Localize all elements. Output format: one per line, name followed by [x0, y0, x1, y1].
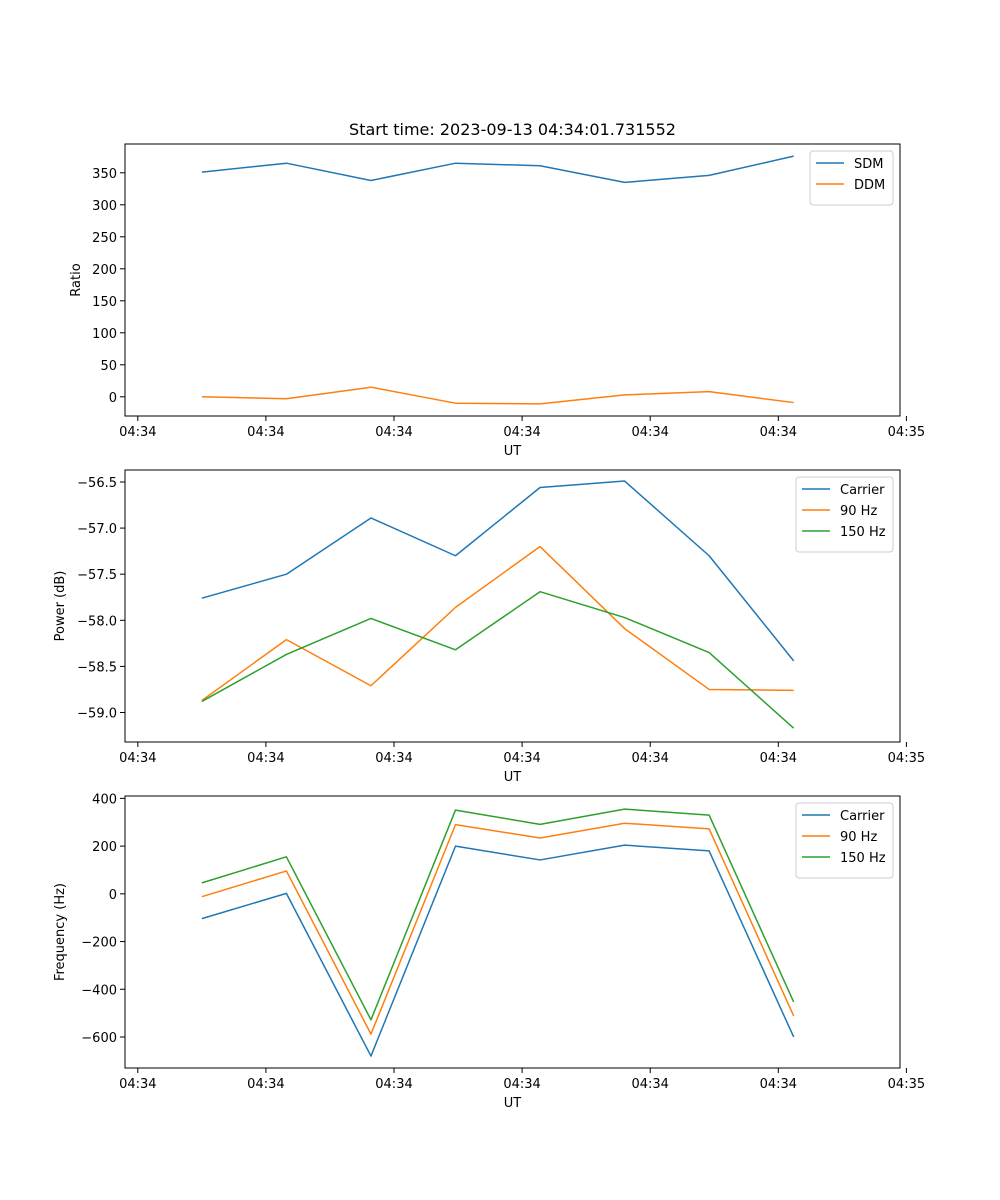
- legend: SDM DDM: [809, 150, 894, 206]
- x-tick-label: 04:34: [631, 1077, 668, 1092]
- y-tick-label: −59.0: [77, 706, 117, 721]
- x-tick-label: 04:35: [888, 425, 925, 440]
- legend-label: 150 Hz: [840, 525, 886, 540]
- y-tick-label: −58.0: [77, 614, 117, 629]
- y-axis-label: Power (dB): [53, 571, 68, 642]
- plot-frame: [124, 795, 901, 1069]
- legend-box: [809, 150, 894, 206]
- plot-frame: [124, 143, 901, 417]
- plot-frame: [124, 469, 901, 743]
- x-tick-label: 04:34: [119, 1077, 156, 1092]
- x-axis-label: UT: [504, 1096, 522, 1111]
- x-tick-label: 04:34: [760, 1077, 797, 1092]
- y-tick-label: 200: [92, 840, 117, 855]
- series-line-150-hz: [201, 808, 795, 1021]
- x-tick-label: 04:34: [375, 425, 412, 440]
- legend-label: Carrier: [840, 809, 885, 824]
- x-tick-label: 04:34: [119, 751, 156, 766]
- legend-label: Carrier: [840, 483, 885, 498]
- series-line-150-hz: [201, 590, 795, 729]
- x-tick-label: 04:34: [247, 751, 284, 766]
- x-tick-label: 04:34: [631, 751, 668, 766]
- legend-label: 90 Hz: [840, 830, 877, 845]
- x-tick-label: 04:34: [760, 425, 797, 440]
- y-axis-label: Frequency (Hz): [53, 883, 68, 981]
- x-tick-label: 04:34: [375, 1077, 412, 1092]
- x-tick-label: 04:35: [888, 1077, 925, 1092]
- x-tick-label: 04:34: [375, 751, 412, 766]
- x-tick-label: 04:34: [247, 425, 284, 440]
- y-tick-label: 300: [92, 199, 117, 214]
- y-tick-label: 350: [92, 167, 117, 182]
- panel-3: 04:34 04:34 04:34 04:34 04:34 04:34 04:35 −600 −…: [53, 792, 925, 1111]
- y-tick-label: 100: [92, 327, 117, 342]
- x-axis-label: UT: [504, 444, 522, 459]
- y-tick-label: −56.5: [77, 476, 117, 491]
- series-line-carrier: [201, 844, 795, 1057]
- series-line-90-hz: [201, 822, 795, 1035]
- y-tick-label: 150: [92, 295, 117, 310]
- y-tick-label: −600: [81, 1031, 117, 1046]
- y-tick-label: 0: [109, 391, 117, 406]
- x-tick-label: 04:34: [760, 751, 797, 766]
- legend-label: 90 Hz: [840, 504, 877, 519]
- panel-2: 04:34 04:34 04:34 04:34 04:34 04:34 04:35 −59.0…: [53, 469, 925, 785]
- y-axis-label: Ratio: [69, 263, 84, 296]
- y-tick-label: 50: [100, 359, 117, 374]
- panel-1: Start time: 2023-09-13 04:34:01.731552 04…: [69, 120, 925, 459]
- x-tick-label: 04:34: [503, 425, 540, 440]
- y-tick-label: −57.0: [77, 522, 117, 537]
- series-line-sdm: [201, 155, 794, 184]
- series-line-carrier: [201, 480, 795, 662]
- x-tick-label: 04:34: [247, 1077, 284, 1092]
- legend-label: DDM: [854, 178, 885, 193]
- series-line-90-hz: [201, 545, 794, 702]
- y-tick-label: −200: [81, 936, 117, 951]
- y-tick-label: −58.5: [77, 660, 117, 675]
- y-tick-label: 400: [92, 792, 117, 807]
- legend-box: [795, 802, 894, 879]
- x-tick-label: 04:34: [503, 751, 540, 766]
- y-tick-label: −57.5: [77, 568, 117, 583]
- chart-title: Start time: 2023-09-13 04:34:01.731552: [349, 120, 676, 139]
- legend: Carrier 90 Hz 150 Hz: [795, 802, 894, 879]
- x-tick-label: 04:34: [631, 425, 668, 440]
- legend-box: [795, 476, 894, 553]
- x-axis-label: UT: [504, 770, 522, 785]
- legend: Carrier 90 Hz 150 Hz: [795, 476, 894, 553]
- y-tick-label: 0: [109, 888, 117, 903]
- legend-label: 150 Hz: [840, 851, 886, 866]
- x-tick-label: 04:35: [888, 751, 925, 766]
- y-tick-label: −400: [81, 983, 117, 998]
- x-tick-label: 04:34: [119, 425, 156, 440]
- series-line-ddm: [201, 386, 794, 405]
- y-tick-label: 250: [92, 231, 117, 246]
- legend-label: SDM: [854, 157, 883, 172]
- y-tick-label: 200: [92, 263, 117, 278]
- x-tick-label: 04:34: [503, 1077, 540, 1092]
